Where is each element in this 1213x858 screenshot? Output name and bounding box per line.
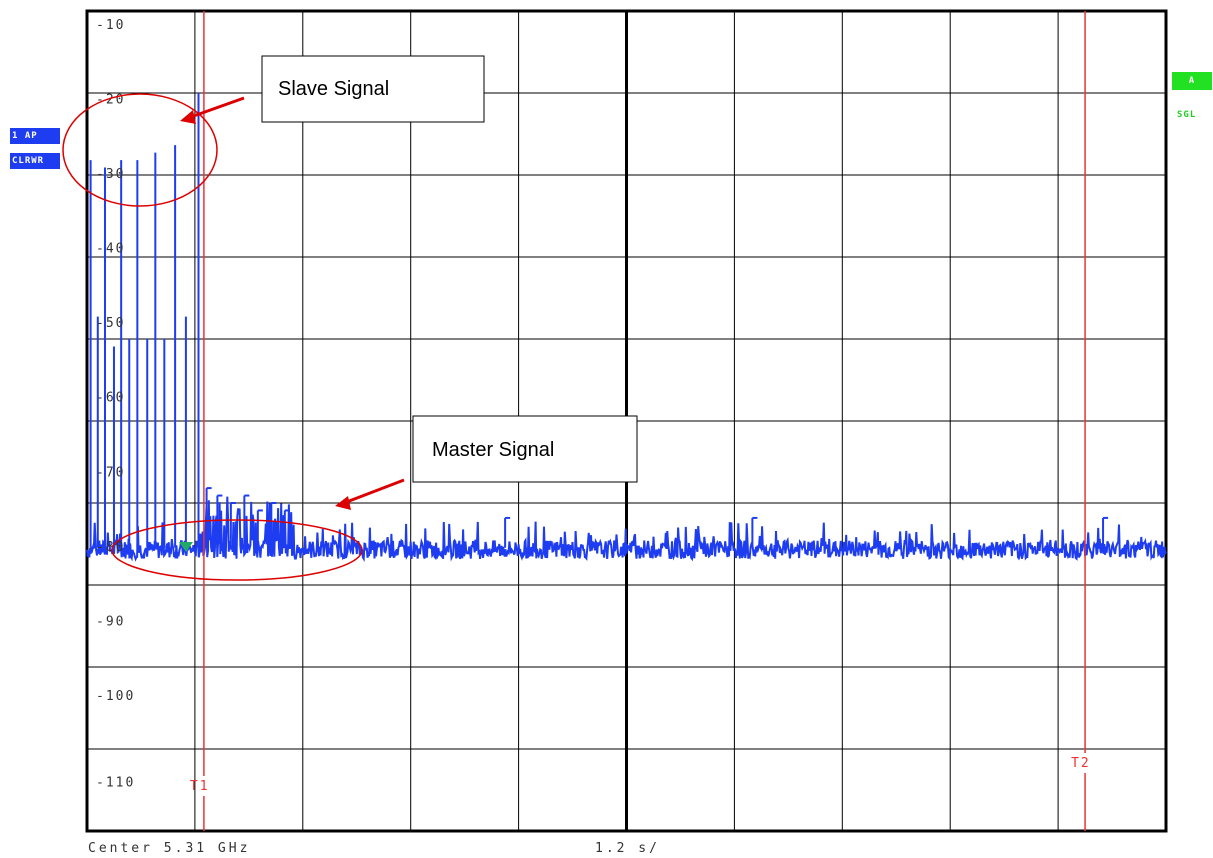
slave-signal-arrowhead <box>180 110 196 124</box>
y-tick-label: -70 <box>96 465 125 480</box>
time-per-division-label: 1.2 s/ <box>595 841 660 856</box>
grid <box>85 9 1168 833</box>
master-signal-label: Master Signal <box>432 439 554 461</box>
y-tick-label: -90 <box>96 614 125 629</box>
trace <box>86 93 1167 563</box>
marker-triangle-icon <box>179 542 193 552</box>
slave-signal-callout-box <box>261 55 485 123</box>
marker-label: T2 <box>1071 756 1091 771</box>
y-tick-label: -80 <box>96 540 125 555</box>
time-markers: T1 T2 <box>190 11 1091 831</box>
master-signal-highlight-ellipse <box>111 519 363 581</box>
y-tick-label: -60 <box>96 391 125 406</box>
marker-label: T1 <box>190 779 210 794</box>
slave-signal-highlight-ellipse <box>62 93 218 207</box>
y-tick-label: -30 <box>96 167 125 182</box>
y-tick-label: -110 <box>96 775 135 790</box>
master-signal-callout-box <box>412 415 638 483</box>
trace-clear-write-badge: CLRWR <box>10 153 60 169</box>
noise-floor-trace <box>86 496 1167 563</box>
y-tick-label: -10 <box>96 18 125 33</box>
slave-signal-arrow <box>187 96 245 120</box>
y-tick-label: -20 <box>96 93 125 108</box>
slave-signal-label: Slave Signal <box>278 78 389 100</box>
trace-mode-badge: 1 AP <box>10 128 60 144</box>
y-axis-labels: -10 -20 -30 -40 -50 -60 -70 -80 -90 -100 -110 <box>96 18 135 790</box>
center-frequency-label: Center 5.31 GHz <box>88 841 251 856</box>
y-tick-label: -40 <box>96 242 125 257</box>
y-tick-label: -50 <box>96 316 125 331</box>
single-sweep-badge: SGL <box>1177 110 1197 120</box>
annotations: Slave Signal Master Signal <box>62 55 638 581</box>
y-tick-label: -100 <box>96 689 135 704</box>
master-signal-arrow <box>343 478 405 505</box>
screen-a-badge: A <box>1172 72 1212 90</box>
master-signal-arrowhead <box>335 496 351 510</box>
